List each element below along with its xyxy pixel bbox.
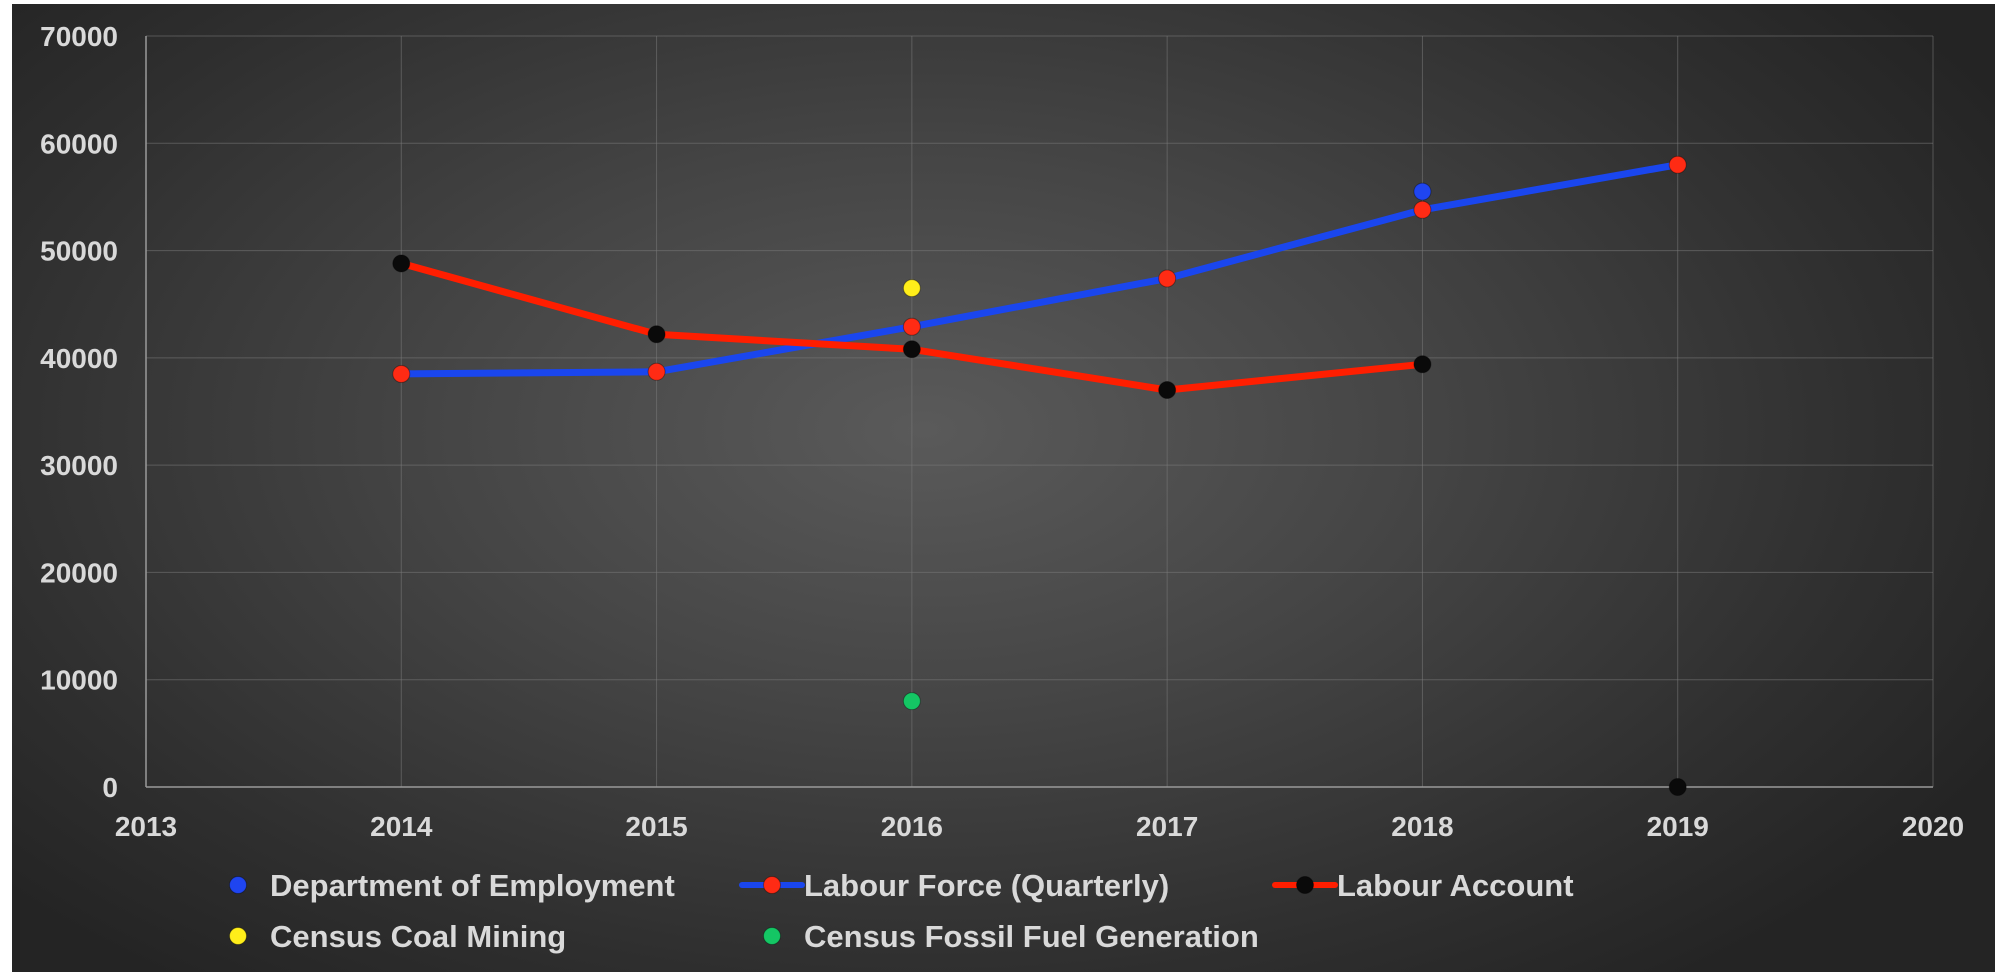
y-tick-label: 20000 xyxy=(40,557,118,588)
legend-label: Department of Employment xyxy=(270,868,675,903)
legend: Department of Employment Labour Force (Qu… xyxy=(229,868,1574,954)
axes: 0 10000 20000 30000 40000 50000 60000 70000 2013… xyxy=(40,21,1964,842)
data-point-series-3 xyxy=(902,279,921,298)
data-point-series-1 xyxy=(1413,200,1432,219)
data-point-series-1 xyxy=(902,317,921,336)
x-tick-label: 2015 xyxy=(625,811,687,842)
data-point-series-2 xyxy=(647,325,666,344)
legend-label: Census Coal Mining xyxy=(270,919,566,954)
legend-item: Census Fossil Fuel Generation xyxy=(763,919,1259,954)
series-markers xyxy=(392,155,1687,796)
y-tick-label: 40000 xyxy=(40,343,118,374)
x-tick-label: 2019 xyxy=(1647,811,1709,842)
x-tick-label: 2018 xyxy=(1391,811,1453,842)
x-tick-label: 2014 xyxy=(370,811,433,842)
x-tick-label: 2013 xyxy=(115,811,177,842)
legend-item: Census Coal Mining xyxy=(229,919,566,954)
legend-label: Labour Force (Quarterly) xyxy=(804,868,1169,903)
x-tick-label: 2016 xyxy=(881,811,943,842)
data-point-series-1 xyxy=(1668,155,1687,174)
y-tick-label: 70000 xyxy=(40,21,118,52)
data-point-series-1 xyxy=(1158,269,1177,288)
legend-label: Census Fossil Fuel Generation xyxy=(804,919,1259,954)
legend-marker-swatch xyxy=(229,876,247,894)
y-tick-label: 30000 xyxy=(40,450,118,481)
legend-marker-swatch xyxy=(763,876,781,894)
series-line-1 xyxy=(397,161,1682,378)
legend-marker-swatch xyxy=(229,927,247,945)
data-point-series-4 xyxy=(902,692,921,711)
data-point-series-0 xyxy=(1413,182,1432,201)
y-tick-label: 50000 xyxy=(40,236,118,267)
data-point-series-1 xyxy=(392,364,411,383)
data-point-series-2 xyxy=(902,340,921,359)
legend-item: Department of Employment xyxy=(229,868,675,903)
x-tick-label: 2017 xyxy=(1136,811,1198,842)
y-tick-label: 10000 xyxy=(40,665,118,696)
data-point-series-2 xyxy=(1158,381,1177,400)
data-point-series-2 xyxy=(392,254,411,273)
legend-item: Labour Force (Quarterly) xyxy=(739,868,1169,903)
y-tick-label: 0 xyxy=(102,772,118,803)
grid xyxy=(146,35,1934,787)
y-tick-label: 60000 xyxy=(40,128,118,159)
data-point-series-1 xyxy=(647,362,666,381)
legend-marker-swatch xyxy=(1296,876,1314,894)
data-point-series-2 xyxy=(1668,778,1687,796)
legend-item: Labour Account xyxy=(1272,868,1574,903)
x-tick-label: 2020 xyxy=(1902,811,1964,842)
legend-marker-swatch xyxy=(763,927,781,945)
legend-label: Labour Account xyxy=(1337,868,1574,903)
series-lines xyxy=(397,161,1682,394)
data-point-series-2 xyxy=(1413,355,1432,374)
